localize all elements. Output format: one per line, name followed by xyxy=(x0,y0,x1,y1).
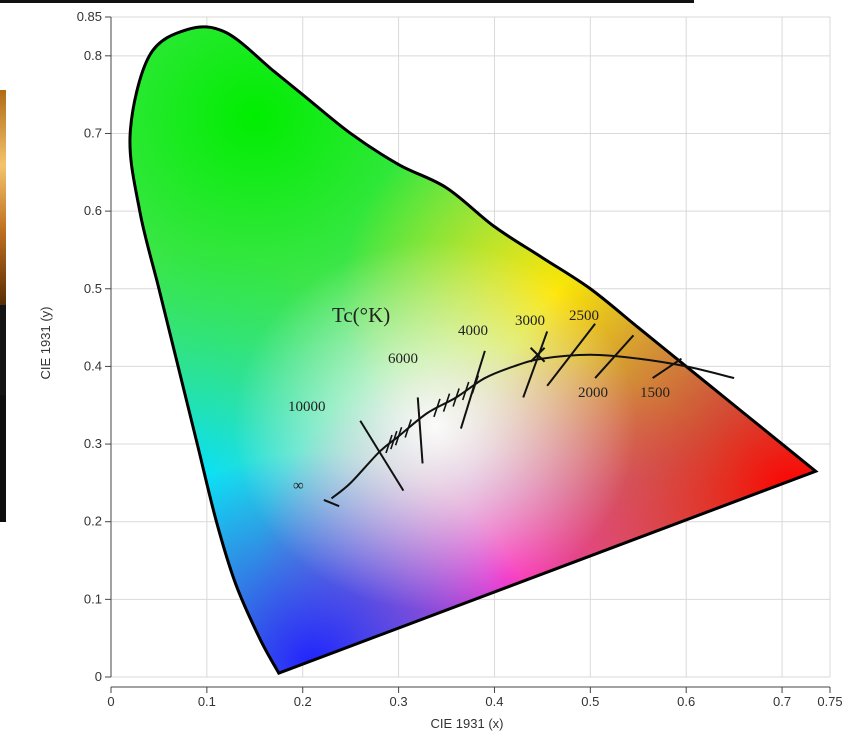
minor-tick-3 xyxy=(404,419,412,438)
x-tick-label-7: 0.7 xyxy=(773,694,791,709)
x-tick-label-4: 0.4 xyxy=(485,694,503,709)
cct-label-1: 6000 xyxy=(388,351,418,367)
minor-tick-5 xyxy=(442,393,451,412)
x-tick-label-5: 0.5 xyxy=(581,694,599,709)
y-tick-label-2: 0.2 xyxy=(84,514,102,529)
x-tick-label-6: 0.6 xyxy=(677,694,695,709)
spectral-locus-outline xyxy=(128,25,819,675)
x-tick-label-8: 0.75 xyxy=(817,694,842,709)
locus-minor-ticks xyxy=(385,347,546,454)
y-tick-label-3: 0.3 xyxy=(84,436,102,451)
marker-x-b xyxy=(529,347,546,363)
minor-tick-1 xyxy=(390,430,398,450)
cct-title-label: Tc(°K) xyxy=(332,303,390,327)
cct-labels: 10000 6000 4000 3000 2500 2000 1500 ∞ xyxy=(288,308,670,494)
minor-tick-4 xyxy=(433,398,441,418)
x-tick-label-3: 0.3 xyxy=(390,694,408,709)
y-tick-label-6: 0.6 xyxy=(84,203,102,218)
y-tick-label-4: 0.4 xyxy=(84,358,102,373)
y-tick-label-1: 0.1 xyxy=(84,591,102,606)
minor-tick-0 xyxy=(385,434,393,454)
y-tick-label-5: 0.5 xyxy=(84,281,102,296)
y-tick-label-7: 0.7 xyxy=(84,125,102,140)
adjacent-window-strip xyxy=(0,90,6,522)
cct-label-6: 1500 xyxy=(640,385,670,401)
strip-segment-orange xyxy=(0,90,6,305)
isotherm-2 xyxy=(416,397,424,464)
y-axis-title: CIE 1931 (y) xyxy=(38,307,53,380)
minor-tick-7 xyxy=(461,381,470,401)
x-tick-label-1: 0.1 xyxy=(198,694,216,709)
top-border-line xyxy=(0,0,694,3)
strip-segment-black xyxy=(0,395,6,522)
isotherm-5 xyxy=(546,323,596,387)
minor-tick-6 xyxy=(452,388,460,407)
x-axis-title: CIE 1931 (x) xyxy=(431,716,504,731)
strip-segment-dark xyxy=(0,305,6,395)
y-tick-label-8: 0.8 xyxy=(84,48,102,63)
isotherm-4 xyxy=(522,331,549,398)
cct-label-3: 3000 xyxy=(515,313,545,329)
cct-label-5: 2000 xyxy=(578,385,608,401)
cct-label-0: 10000 xyxy=(288,399,326,415)
isotherm-7 xyxy=(652,357,682,379)
minor-tick-8 xyxy=(471,375,480,394)
minor-tick-2 xyxy=(394,427,403,446)
y-tick-label-0: 0 xyxy=(95,669,102,684)
cct-label-7: ∞ xyxy=(293,478,304,494)
color-gamut-fill xyxy=(129,26,816,674)
cct-label-2: 4000 xyxy=(458,323,488,339)
cct-label-4: 2500 xyxy=(569,308,599,324)
axes: 0 0.1 0.2 0.3 0.4 0.5 0.6 0.7 0.8 0.85 0 0.1 0.2 0.3 0… xyxy=(77,9,843,709)
y-tick-label-9: 0.85 xyxy=(77,9,102,24)
isotherm-0 xyxy=(323,499,340,508)
x-tick-label-2: 0.2 xyxy=(294,694,312,709)
isotherm-6 xyxy=(594,334,635,379)
isotherm-1 xyxy=(359,420,405,492)
x-tick-label-0: 0 xyxy=(107,694,114,709)
